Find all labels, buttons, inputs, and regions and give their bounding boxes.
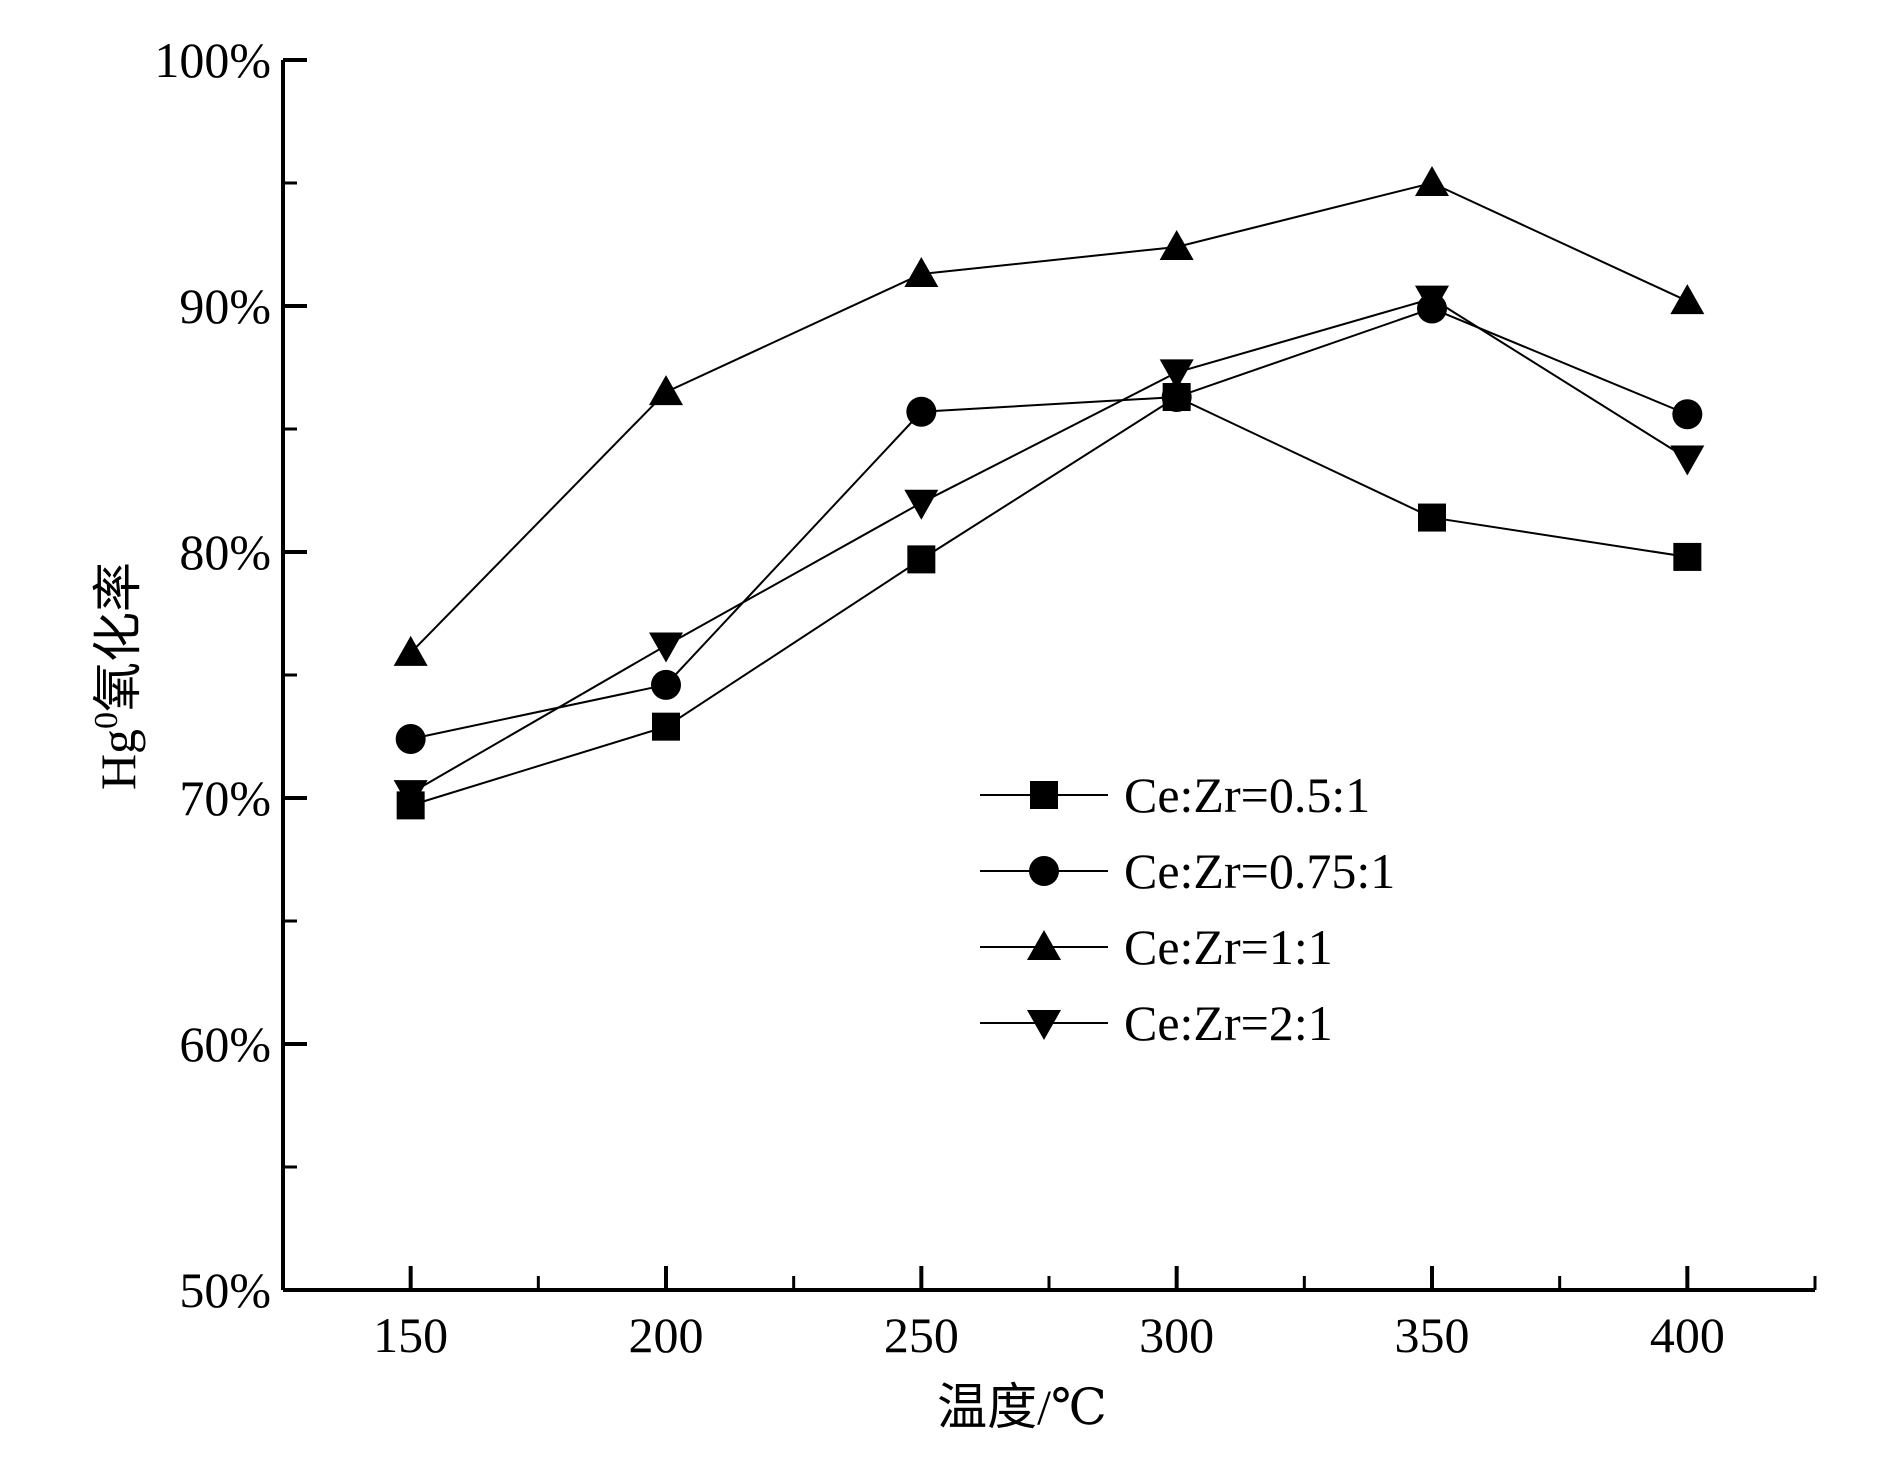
- data-point-series-3: [393, 635, 428, 666]
- data-point-series-4: [904, 489, 939, 520]
- data-point-series-2: [651, 669, 681, 700]
- y-axis-title-suffix: 氧化率: [90, 562, 146, 712]
- legend-label: Ce:Zr=0.5:1: [1124, 767, 1370, 823]
- x-tick-label: 300: [1139, 1307, 1214, 1363]
- y-tick-label: 60%: [179, 1016, 271, 1072]
- x-axis-title: 温度/℃: [937, 1379, 1107, 1435]
- legend-marker: [1029, 856, 1059, 886]
- legend-label: Ce:Zr=0.75:1: [1124, 843, 1395, 899]
- data-point-series-4: [649, 632, 683, 663]
- x-tick-label: 350: [1395, 1307, 1470, 1363]
- series-lines: [409, 181, 1688, 807]
- legend-marker: [1030, 781, 1058, 809]
- data-point-series-3: [1415, 166, 1449, 196]
- data-point-series-2: [1161, 382, 1192, 413]
- data-point-series-1: [907, 545, 936, 574]
- legend-label: Ce:Zr=1:1: [1124, 919, 1333, 975]
- x-tick-label: 200: [629, 1307, 704, 1363]
- legend: Ce:Zr=0.5:1 Ce:Zr=0.75:1 Ce:Zr=1:1 Ce:Zr=2:…: [980, 767, 1395, 1051]
- data-point-series-4: [393, 780, 428, 811]
- y-tick-label: 90%: [179, 278, 271, 334]
- axes: 50% 60% 70% 80% 90% 100% 150 200 250 300 350 400: [154, 32, 1817, 1363]
- legend-marker: [1027, 930, 1061, 960]
- data-point-series-1: [1418, 503, 1446, 532]
- series-markers: [393, 166, 1705, 820]
- y-axis-title-prefix: Hg: [90, 729, 146, 790]
- y-axis-title-superscript: 0: [88, 712, 125, 729]
- data-point-series-4: [1159, 359, 1194, 390]
- data-point-series-3: [1159, 229, 1194, 260]
- y-tick-label: 50%: [179, 1262, 271, 1318]
- series-line-1: [410, 395, 1688, 807]
- data-point-series-1: [652, 712, 680, 741]
- y-tick-label: 100%: [154, 32, 271, 88]
- data-point-series-2: [906, 396, 937, 427]
- data-point-series-4: [1670, 445, 1705, 476]
- data-point-series-3: [904, 257, 939, 288]
- data-point-series-3: [1670, 284, 1705, 315]
- y-tick-label: 70%: [179, 770, 271, 826]
- series-line-4: [410, 297, 1688, 794]
- data-point-series-2: [1672, 399, 1703, 430]
- y-axis-title: Hg0氧化率: [88, 562, 146, 790]
- data-point-series-1: [1673, 542, 1702, 571]
- data-point-series-4: [1415, 285, 1449, 316]
- x-tick-label: 250: [884, 1307, 959, 1363]
- series-line-3: [409, 181, 1688, 654]
- x-tick-label: 150: [373, 1307, 448, 1363]
- legend-label: Ce:Zr=2:1: [1124, 995, 1333, 1051]
- data-point-series-3: [649, 375, 683, 406]
- y-tick-label: 80%: [179, 524, 271, 580]
- data-point-series-2: [395, 723, 426, 754]
- x-tick-label: 400: [1650, 1307, 1725, 1363]
- series-line-2: [410, 307, 1688, 740]
- legend-marker: [1027, 1010, 1061, 1040]
